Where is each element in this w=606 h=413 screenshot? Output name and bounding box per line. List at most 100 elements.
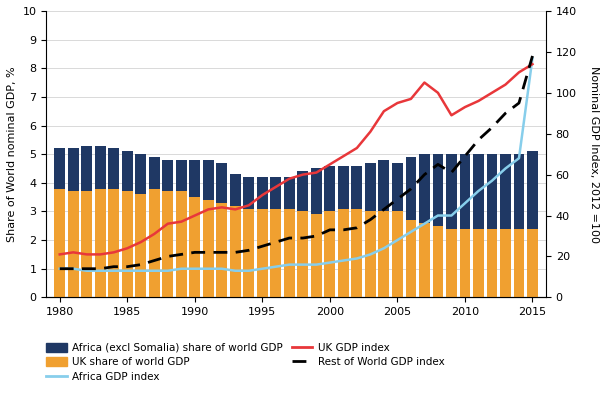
Africa GDP index — [83, 268, 90, 273]
Bar — [419, 154, 430, 297]
Bar — [149, 157, 160, 297]
Bar — [149, 188, 160, 297]
UK GDP index — [164, 221, 171, 226]
Bar — [108, 188, 119, 297]
UK GDP index — [448, 113, 455, 118]
UK GDP index — [407, 97, 415, 102]
Africa GDP index — [461, 201, 468, 206]
UK GDP index — [380, 109, 387, 114]
Rest of World GDP index — [515, 100, 522, 105]
Bar — [459, 229, 470, 297]
Africa GDP index — [353, 256, 361, 261]
Bar — [95, 188, 105, 297]
Africa GDP index — [326, 260, 333, 265]
UK GDP index — [70, 250, 77, 255]
Africa GDP index — [218, 266, 225, 271]
Bar — [298, 171, 308, 297]
Africa GDP index — [137, 268, 144, 273]
Africa GDP index — [515, 156, 522, 161]
UK GDP index — [394, 100, 401, 105]
Bar — [513, 229, 524, 297]
Bar — [95, 145, 105, 297]
Y-axis label: Share of World nominal GDP, %: Share of World nominal GDP, % — [7, 66, 17, 242]
Rest of World GDP index — [461, 154, 468, 159]
Bar — [473, 154, 484, 297]
Rest of World GDP index — [380, 207, 387, 212]
Bar — [324, 211, 335, 297]
Africa GDP index — [205, 266, 212, 271]
Rest of World GDP index — [231, 250, 239, 255]
Rest of World GDP index — [218, 250, 225, 255]
Bar — [392, 163, 403, 297]
Bar — [176, 160, 187, 297]
Bar — [284, 209, 295, 297]
Africa GDP index — [421, 221, 428, 226]
Bar — [433, 226, 444, 297]
UK GDP index — [299, 172, 307, 177]
Bar — [203, 200, 214, 297]
Bar — [338, 209, 349, 297]
UK GDP index — [272, 185, 279, 190]
Bar — [230, 174, 241, 297]
Bar — [270, 177, 281, 297]
Rest of World GDP index — [435, 162, 442, 167]
Bar — [203, 160, 214, 297]
Africa GDP index — [70, 266, 77, 271]
Bar — [446, 229, 457, 297]
Africa GDP index — [259, 266, 266, 271]
UK GDP index — [83, 252, 90, 257]
Rest of World GDP index — [502, 111, 509, 116]
Rest of World GDP index — [367, 217, 374, 222]
Rest of World GDP index — [448, 170, 455, 175]
UK GDP index — [56, 252, 64, 257]
Bar — [527, 229, 538, 297]
Bar — [487, 229, 498, 297]
UK GDP index — [137, 240, 144, 244]
Rest of World GDP index — [151, 258, 158, 263]
Africa GDP index — [448, 213, 455, 218]
UK GDP index — [421, 80, 428, 85]
Line: Rest of World GDP index: Rest of World GDP index — [60, 56, 533, 269]
Africa GDP index — [151, 268, 158, 273]
UK GDP index — [340, 154, 347, 159]
Rest of World GDP index — [245, 248, 253, 253]
UK GDP index — [205, 207, 212, 212]
Bar — [500, 229, 511, 297]
Bar — [500, 154, 511, 297]
UK GDP index — [110, 250, 118, 255]
Bar — [162, 191, 173, 297]
UK GDP index — [259, 192, 266, 197]
UK GDP index — [435, 90, 442, 95]
Rest of World GDP index — [421, 172, 428, 177]
Africa GDP index — [435, 213, 442, 218]
Bar — [405, 157, 416, 297]
Rest of World GDP index — [475, 138, 482, 142]
Bar — [68, 148, 79, 297]
Africa GDP index — [299, 262, 307, 267]
UK GDP index — [502, 82, 509, 87]
Rest of World GDP index — [83, 266, 90, 271]
Legend: Africa (excl Somalia) share of world GDP, UK share of world GDP, Africa GDP inde: Africa (excl Somalia) share of world GDP… — [47, 343, 444, 382]
Bar — [379, 211, 389, 297]
Africa GDP index — [340, 258, 347, 263]
Bar — [176, 191, 187, 297]
Bar — [230, 206, 241, 297]
Rest of World GDP index — [529, 53, 536, 58]
Rest of World GDP index — [340, 228, 347, 233]
Bar — [527, 151, 538, 297]
UK GDP index — [124, 246, 131, 251]
Rest of World GDP index — [285, 235, 293, 240]
Line: Africa GDP index: Africa GDP index — [60, 58, 533, 271]
UK GDP index — [313, 170, 320, 175]
Bar — [81, 145, 92, 297]
Bar — [473, 229, 484, 297]
Africa GDP index — [475, 188, 482, 193]
Rest of World GDP index — [124, 264, 131, 269]
Bar — [244, 209, 255, 297]
UK GDP index — [367, 129, 374, 134]
Africa GDP index — [285, 262, 293, 267]
Bar — [459, 154, 470, 297]
UK GDP index — [231, 207, 239, 212]
Bar — [487, 154, 498, 297]
UK GDP index — [529, 62, 536, 66]
